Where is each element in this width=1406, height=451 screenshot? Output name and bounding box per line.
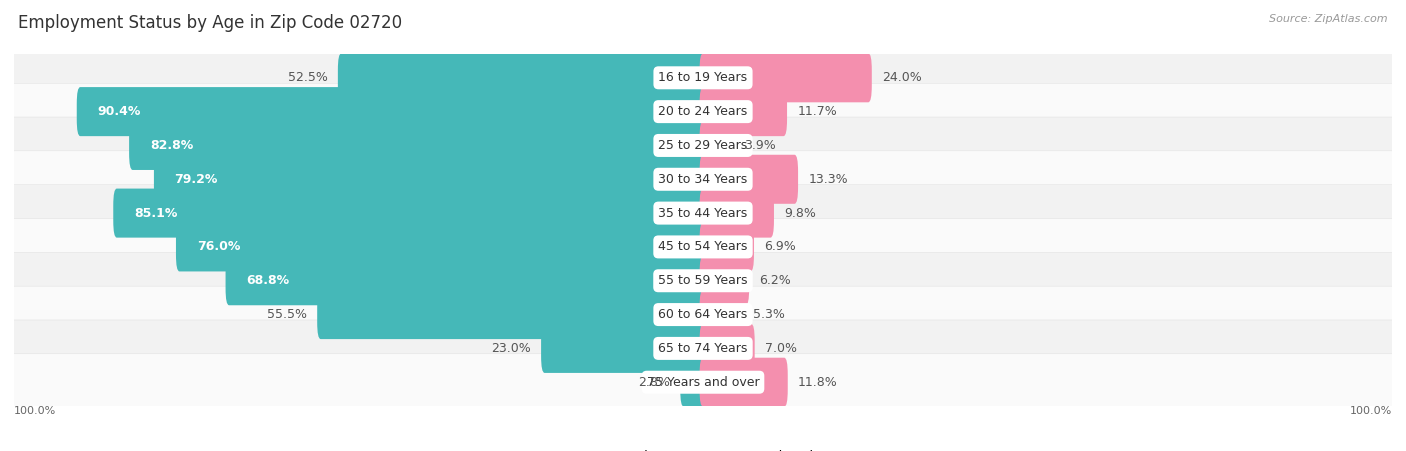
FancyBboxPatch shape bbox=[700, 121, 734, 170]
Text: 45 to 54 Years: 45 to 54 Years bbox=[658, 240, 748, 253]
FancyBboxPatch shape bbox=[318, 290, 706, 339]
FancyBboxPatch shape bbox=[700, 222, 754, 272]
FancyBboxPatch shape bbox=[11, 117, 1395, 174]
FancyBboxPatch shape bbox=[11, 320, 1395, 377]
FancyBboxPatch shape bbox=[11, 286, 1395, 343]
Text: 2.8%: 2.8% bbox=[638, 376, 669, 389]
FancyBboxPatch shape bbox=[700, 53, 872, 102]
FancyBboxPatch shape bbox=[700, 358, 787, 407]
Text: 11.7%: 11.7% bbox=[797, 105, 837, 118]
Text: 24.0%: 24.0% bbox=[882, 71, 922, 84]
FancyBboxPatch shape bbox=[541, 324, 706, 373]
Text: 76.0%: 76.0% bbox=[197, 240, 240, 253]
Text: Employment Status by Age in Zip Code 02720: Employment Status by Age in Zip Code 027… bbox=[18, 14, 402, 32]
FancyBboxPatch shape bbox=[11, 354, 1395, 411]
FancyBboxPatch shape bbox=[11, 252, 1395, 309]
Text: 55 to 59 Years: 55 to 59 Years bbox=[658, 274, 748, 287]
Text: 3.9%: 3.9% bbox=[744, 139, 775, 152]
Text: 6.2%: 6.2% bbox=[759, 274, 792, 287]
Text: Source: ZipAtlas.com: Source: ZipAtlas.com bbox=[1270, 14, 1388, 23]
FancyBboxPatch shape bbox=[11, 184, 1395, 242]
Text: 20 to 24 Years: 20 to 24 Years bbox=[658, 105, 748, 118]
Text: 65 to 74 Years: 65 to 74 Years bbox=[658, 342, 748, 355]
Text: 52.5%: 52.5% bbox=[288, 71, 328, 84]
Text: 5.3%: 5.3% bbox=[754, 308, 785, 321]
Text: 25 to 29 Years: 25 to 29 Years bbox=[658, 139, 748, 152]
Text: 23.0%: 23.0% bbox=[491, 342, 531, 355]
FancyBboxPatch shape bbox=[700, 324, 755, 373]
Text: 90.4%: 90.4% bbox=[97, 105, 141, 118]
Text: 55.5%: 55.5% bbox=[267, 308, 307, 321]
Legend: In Labor Force, Unemployed: In Labor Force, Unemployed bbox=[592, 450, 814, 451]
FancyBboxPatch shape bbox=[176, 222, 706, 272]
FancyBboxPatch shape bbox=[11, 49, 1395, 106]
FancyBboxPatch shape bbox=[77, 87, 706, 136]
FancyBboxPatch shape bbox=[114, 189, 706, 238]
Text: 7.0%: 7.0% bbox=[765, 342, 797, 355]
Text: 16 to 19 Years: 16 to 19 Years bbox=[658, 71, 748, 84]
Text: 85.1%: 85.1% bbox=[134, 207, 177, 220]
FancyBboxPatch shape bbox=[700, 256, 749, 305]
Text: 30 to 34 Years: 30 to 34 Years bbox=[658, 173, 748, 186]
FancyBboxPatch shape bbox=[225, 256, 706, 305]
FancyBboxPatch shape bbox=[681, 358, 706, 407]
FancyBboxPatch shape bbox=[337, 53, 706, 102]
Text: 100.0%: 100.0% bbox=[1350, 406, 1392, 416]
FancyBboxPatch shape bbox=[11, 151, 1395, 207]
Text: 82.8%: 82.8% bbox=[150, 139, 193, 152]
FancyBboxPatch shape bbox=[153, 155, 706, 204]
Text: 13.3%: 13.3% bbox=[808, 173, 848, 186]
Text: 100.0%: 100.0% bbox=[14, 406, 56, 416]
Text: 9.8%: 9.8% bbox=[785, 207, 815, 220]
Text: 6.9%: 6.9% bbox=[765, 240, 796, 253]
FancyBboxPatch shape bbox=[700, 189, 773, 238]
Text: 35 to 44 Years: 35 to 44 Years bbox=[658, 207, 748, 220]
FancyBboxPatch shape bbox=[700, 155, 799, 204]
Text: 75 Years and over: 75 Years and over bbox=[647, 376, 759, 389]
FancyBboxPatch shape bbox=[11, 83, 1395, 140]
Text: 68.8%: 68.8% bbox=[246, 274, 290, 287]
Text: 60 to 64 Years: 60 to 64 Years bbox=[658, 308, 748, 321]
FancyBboxPatch shape bbox=[129, 121, 706, 170]
FancyBboxPatch shape bbox=[11, 218, 1395, 275]
FancyBboxPatch shape bbox=[700, 290, 742, 339]
FancyBboxPatch shape bbox=[700, 87, 787, 136]
Text: 79.2%: 79.2% bbox=[174, 173, 218, 186]
Text: 11.8%: 11.8% bbox=[799, 376, 838, 389]
